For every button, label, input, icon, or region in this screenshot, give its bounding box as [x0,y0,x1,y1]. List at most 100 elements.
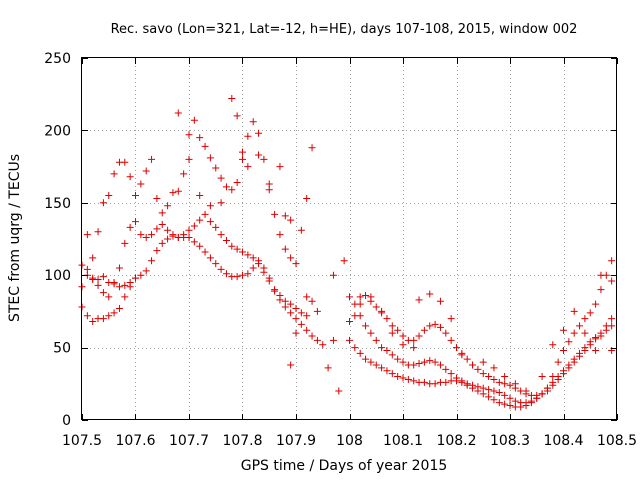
data-point-marker [362,291,370,299]
data-point-marker [185,226,193,234]
x-tick-label: 107.7 [169,433,209,449]
y-tick-label: 0 [62,413,71,429]
data-point-marker [549,381,557,389]
data-point-marker [217,231,225,239]
data-point-marker [185,131,193,139]
x-tick-label: 107.9 [276,433,316,449]
data-point-marker [105,312,113,320]
data-point-marker [560,326,567,334]
data-point-marker [244,251,252,259]
data-point-marker [99,273,107,281]
data-point-marker [490,375,498,383]
data-point-marker [233,112,241,120]
data-point-marker [115,305,123,313]
data-point-marker [485,386,493,394]
data-point-marker [506,381,514,389]
data-point-marker [351,344,359,352]
data-point-marker [303,194,311,202]
data-point-marker [538,390,546,398]
data-point-marker [394,373,402,381]
data-point-marker [297,226,305,234]
plot-frame [81,57,617,420]
data-point-marker [522,399,530,407]
data-point-marker [206,218,214,226]
x-tick-label: 107.5 [62,433,102,449]
data-point-marker [597,286,605,294]
data-point-marker [115,264,123,272]
data-point-marker [126,173,134,181]
data-point-marker [410,361,418,369]
data-point-marker [495,388,503,396]
data-point-marker [388,322,396,330]
data-point-marker [394,326,402,334]
data-point-marker [94,281,102,289]
data-point-marker [196,242,204,250]
data-point-marker [442,329,450,337]
data-point-marker [99,289,107,297]
data-point-marker [527,397,535,405]
data-point-marker [158,239,166,247]
data-point-marker [239,155,246,163]
data-point-marker [453,344,460,352]
data-point-marker [362,322,370,330]
data-point-marker [281,245,289,253]
data-point-marker [158,209,166,217]
data-point-marker [565,338,573,346]
data-point-marker [436,323,444,331]
data-point-marker [83,231,91,239]
data-point-marker [581,315,589,323]
data-point-marker [287,309,295,317]
data-point-marker [597,271,605,279]
data-point-marker [287,216,295,224]
data-point-marker [153,247,161,255]
data-point-marker [490,396,498,404]
data-point-marker [560,346,567,354]
data-point-marker [608,257,616,265]
data-point-marker [356,349,364,357]
data-point-marker [346,318,353,326]
data-point-marker [431,320,439,328]
data-point-marker [190,116,198,124]
data-point-marker [292,260,300,268]
data-point-marker [276,231,284,239]
data-point-marker [265,274,273,282]
data-point-marker [549,341,557,349]
data-point-marker [89,254,97,262]
data-point-marker [222,236,230,244]
data-point-marker [576,322,584,330]
data-point-marker [142,267,150,275]
data-point-marker [362,355,370,363]
data-point-marker [158,221,166,229]
data-point-marker [485,393,493,401]
data-point-marker [174,187,182,195]
y-tick-label: 200 [44,123,71,139]
data-point-marker [169,189,177,197]
data-point-marker [608,315,616,323]
data-point-marker [180,231,188,239]
data-point-marker [142,234,150,242]
data-point-marker [479,384,487,392]
data-point-marker [570,329,578,337]
x-tick-label: 108.1 [383,433,423,449]
data-point-marker [592,335,600,343]
data-point-marker [351,312,359,320]
data-point-marker [372,336,380,344]
data-point-marker [287,254,295,262]
data-point-marker [597,332,605,340]
data-point-marker [137,271,145,279]
data-point-marker [469,381,477,389]
data-point-marker [474,383,482,391]
y-tick-labels: 0 50 100 150 200 250 [44,51,71,429]
data-point-marker [426,357,434,365]
data-point-marker [110,170,118,178]
data-point-marker [271,286,279,294]
data-point-marker [442,378,450,386]
data-point-marker [255,151,263,159]
data-point-marker [287,361,295,369]
y-axis-label: STEC from uqrg / TECUs [7,154,23,322]
data-point-marker [297,320,305,328]
data-point-marker [511,397,519,405]
data-point-marker [196,216,204,224]
data-point-marker [292,329,300,337]
